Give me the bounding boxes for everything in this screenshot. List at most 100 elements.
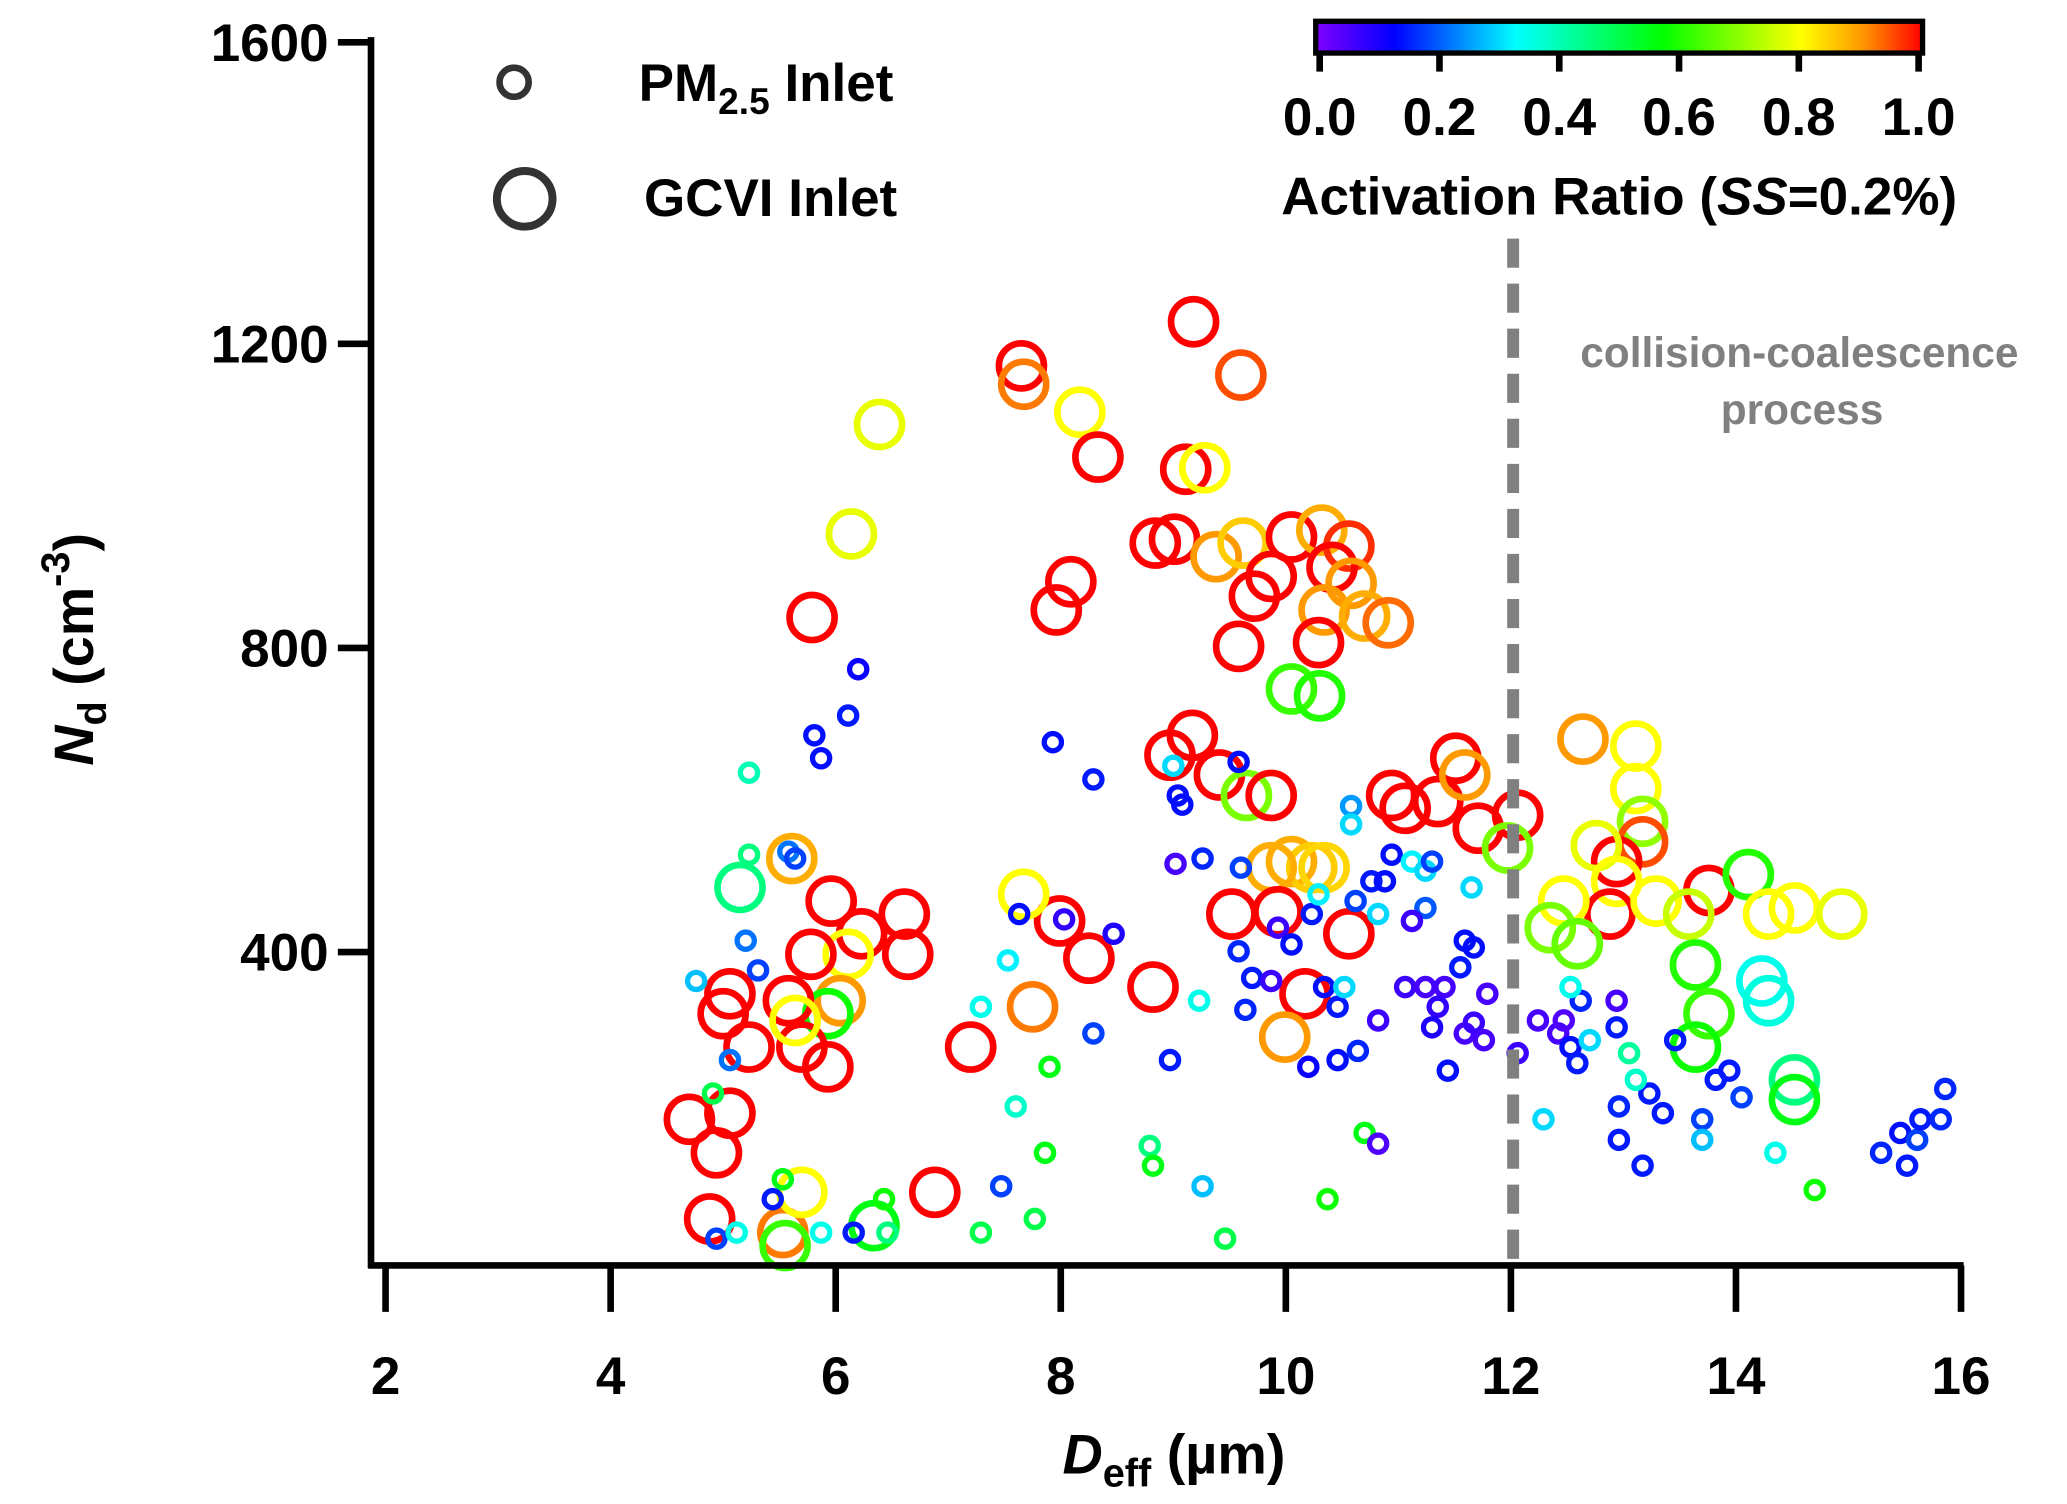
legend-marker-pm25 — [496, 64, 532, 101]
pm25-data-point — [1344, 889, 1367, 913]
x-tick-label: 16 — [1932, 1347, 1991, 1406]
gcvi-data-point — [1365, 769, 1418, 822]
pm25-data-point — [1578, 1028, 1601, 1052]
pm25-data-point — [872, 1187, 896, 1211]
pm25-data-point — [1191, 1174, 1214, 1198]
gcvi-data-point — [1742, 974, 1795, 1027]
pm25-data-point — [1569, 989, 1592, 1012]
pm25-data-point — [1339, 813, 1363, 836]
x-label-sub: eff — [1103, 1452, 1152, 1496]
pm25-data-point — [1617, 1041, 1641, 1065]
pm25-data-point — [684, 969, 708, 993]
pm25-data-point — [1300, 902, 1324, 926]
gcvi-data-point — [723, 1021, 775, 1073]
pm25-data-point — [1240, 966, 1264, 990]
gcvi-data-point — [997, 868, 1050, 921]
pm25-data-point — [1346, 1039, 1370, 1063]
x-tick-label: 14 — [1706, 1347, 1765, 1406]
pm25-data-point — [1933, 1077, 1957, 1101]
pm25-data-point — [1033, 1141, 1057, 1165]
pm25-data-point — [1007, 902, 1031, 926]
pm25-data-point — [1462, 936, 1486, 959]
gcvi-data-point — [1616, 795, 1669, 848]
gcvi-data-point — [1159, 443, 1212, 496]
pm25-data-point — [1229, 856, 1253, 879]
pm25-data-point — [1366, 1009, 1390, 1032]
gcvi-data-point — [1212, 620, 1265, 673]
pm25-data-point — [989, 1174, 1013, 1198]
pm25-data-point — [1607, 1095, 1631, 1118]
y-axis-label: Nd (cm-3) — [34, 533, 115, 766]
pm25-data-point — [1605, 989, 1628, 1012]
pm25-data-point — [969, 995, 993, 1019]
pm25-data-point — [718, 1048, 742, 1072]
pm25-data-point — [1420, 1016, 1444, 1039]
pm25-data-point — [1004, 1095, 1028, 1118]
pm25-data-point — [1380, 843, 1403, 866]
pm25-data-point — [1164, 852, 1187, 876]
pm25-data-point — [1339, 794, 1363, 818]
pm25-data-point — [1869, 1141, 1893, 1165]
pm25-data-point — [734, 929, 757, 952]
gcvi-data-point — [663, 1093, 716, 1146]
gcvi-data-point — [1557, 713, 1609, 765]
pm25-data-point — [1038, 1055, 1061, 1079]
pm25-data-point — [746, 959, 770, 982]
y-tick-label: 1600 — [211, 14, 329, 73]
gcvi-data-point — [997, 358, 1050, 411]
legend-marker-gcvi — [492, 167, 557, 231]
pm25-data-point — [1266, 916, 1290, 939]
gcvi-data-point — [1293, 669, 1346, 722]
pm25-data-point — [1227, 940, 1250, 963]
gcvi-data-point — [690, 1126, 743, 1179]
pm25-data-point — [1420, 850, 1444, 873]
pm25-data-point — [1316, 1187, 1339, 1211]
legend-label-gcvi: GCVI Inlet — [644, 169, 897, 228]
pm25-data-point — [705, 1227, 728, 1250]
x-label-unit: (µm) — [1151, 1423, 1285, 1485]
pm25-data-point — [1213, 1227, 1237, 1250]
pm25-data-point — [1366, 902, 1390, 926]
y-tick-label: 800 — [240, 619, 328, 678]
gcvi-data-point — [765, 832, 818, 885]
gcvi-data-point — [908, 1166, 961, 1219]
x-tick-label: 4 — [596, 1347, 626, 1406]
pm25-data-point — [969, 1221, 993, 1244]
gcvi-data-point — [1669, 939, 1722, 991]
pm25-data-point — [842, 1221, 865, 1244]
gcvi-data-point — [1006, 980, 1059, 1033]
pm25-data-point — [1895, 1154, 1919, 1177]
gcvi-data-point — [881, 928, 934, 981]
gcvi-data-point — [1292, 616, 1345, 669]
gcvi-data-point — [776, 1166, 828, 1219]
y-label-sub: d — [71, 701, 115, 725]
gcvi-data-point — [786, 591, 838, 644]
pm25-data-point — [1462, 1011, 1486, 1034]
gcvi-data-point — [1215, 349, 1267, 401]
pm25-data-point — [1141, 1154, 1165, 1177]
pm25-data-point — [846, 657, 870, 681]
gcvi-data-point — [1590, 855, 1643, 908]
gcvi-data-point — [1127, 961, 1179, 1013]
pm25-data-point — [1449, 956, 1472, 979]
pm25-data-point — [737, 843, 761, 866]
pm25-data-point — [1552, 1009, 1576, 1032]
gcvi-data-point — [1584, 888, 1636, 940]
data-points — [663, 295, 1957, 1272]
pm25-data-point — [1909, 1108, 1932, 1131]
pm25-data-point — [1191, 847, 1214, 870]
gcvi-data-point — [1054, 386, 1106, 439]
gcvi-data-point — [697, 987, 750, 1040]
pm25-data-point — [996, 949, 1020, 972]
y-tick-label: 400 — [240, 924, 328, 983]
pm25-data-point — [1433, 975, 1456, 999]
gcvi-data-point — [1252, 885, 1304, 938]
gcvi-data-point — [1524, 901, 1577, 954]
pm25-data-point — [1663, 1028, 1687, 1052]
pm25-data-point — [803, 724, 826, 747]
colorbar-tick-label: 0.6 — [1642, 88, 1716, 147]
pm25-data-point — [1905, 1128, 1929, 1152]
colorbar-tick-label: 1.0 — [1882, 88, 1956, 147]
gcvi-data-point — [769, 994, 821, 1047]
